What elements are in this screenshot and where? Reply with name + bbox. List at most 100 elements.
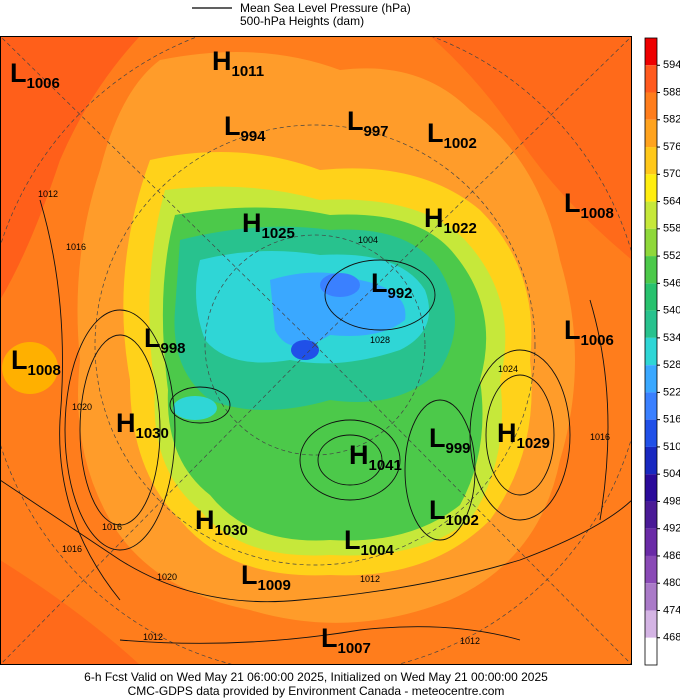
pressure-center: L1006 [10, 58, 60, 92]
colorbar-swatch [645, 310, 657, 338]
isobar-label: 1016 [102, 522, 122, 532]
isobar-label: 1016 [66, 242, 86, 252]
colorbar-label: 504 [663, 468, 680, 480]
latitude-circle [204, 234, 426, 456]
meridian [314, 344, 632, 665]
colorbar-label: 486 [663, 550, 680, 562]
isobar-label: 1016 [62, 544, 82, 554]
pressure-center: L1006 [564, 315, 614, 349]
colorbar-swatch [645, 419, 657, 447]
colorbar-swatch [645, 147, 657, 175]
isobar-label: 1012 [38, 189, 58, 199]
isobar-label: 1004 [358, 235, 378, 245]
isobar-label: 1012 [360, 574, 380, 584]
pressure-center: L1009 [241, 560, 291, 594]
patch-blue [270, 272, 406, 347]
colorbar-swatch [645, 174, 657, 202]
patch-blue [320, 273, 360, 297]
colorbar-label: 480 [663, 577, 680, 589]
isobar [0, 479, 632, 603]
pressure-center: H1011 [212, 46, 264, 80]
colorbar-label: 516 [663, 414, 680, 426]
colorbar: 594 588 582 576 570 564 558 552 546 540 534 528 522 5… [644, 37, 680, 666]
colorbar-label: 552 [663, 250, 680, 262]
pressure-center: L992 [371, 268, 413, 302]
colorbar-label: 528 [663, 359, 680, 371]
pressure-center: L1008 [11, 345, 61, 379]
patch-cyan [173, 396, 217, 420]
colorbar-label: 564 [663, 195, 680, 207]
colorbar-swatch [645, 528, 657, 556]
pressure-center: H1030 [195, 505, 248, 539]
isobar [324, 259, 436, 331]
patch-dark-blue [291, 340, 319, 360]
colorbar-swatch [645, 283, 657, 311]
colorbar-swatch [645, 92, 657, 120]
colorbar-swatch [645, 228, 657, 257]
colorbar-label: 534 [663, 332, 680, 344]
pressure-center: H1041 [349, 440, 402, 474]
isobar [39, 199, 121, 601]
pressure-center: L998 [144, 323, 186, 357]
colorbar-label: 540 [663, 305, 680, 317]
colorbar-swatch [645, 555, 657, 584]
warm-patch [2, 342, 58, 394]
pressure-center: L994 [224, 111, 266, 145]
colorbar-swatch [645, 119, 657, 148]
isobar [485, 374, 555, 496]
pressure-center: L1007 [321, 623, 371, 657]
colorbar-label: 492 [663, 523, 680, 535]
pressure-center: H1025 [242, 208, 295, 242]
colorbar-swatch [645, 637, 657, 665]
colorbar-swatch [645, 365, 657, 393]
warm-region [0, 560, 140, 665]
map-frame [0, 36, 632, 665]
pressure-center: L999 [429, 423, 471, 457]
colorbar-swatch [645, 38, 657, 66]
pressure-center: L1008 [564, 188, 614, 222]
isobar [64, 309, 176, 551]
isobar [169, 386, 231, 424]
colorbar-label: 570 [663, 168, 680, 180]
isobar-label: 1012 [143, 632, 163, 642]
colorbar-frame [644, 37, 658, 666]
pressure-center: H1029 [497, 418, 550, 452]
map: 1012 1016 1020 1016 1016 1020 1004 1028 … [0, 36, 632, 665]
footer-forecast: 6-h Fcst Valid on Wed May 21 06:00:00 20… [84, 670, 548, 684]
pressure-center: L1002 [427, 118, 477, 152]
colorbar-swatch [645, 446, 657, 475]
meridian [0, 344, 316, 665]
colorbar-swatch [645, 256, 657, 284]
colorbar-label: 588 [663, 86, 680, 98]
legend-heights: 500-hPa Heights (dam) [240, 14, 364, 28]
isobar [317, 434, 383, 486]
meridian [0, 36, 316, 346]
colorbar-label: 582 [663, 114, 680, 126]
pressure-center: H1022 [424, 203, 477, 237]
warm-region [0, 36, 140, 300]
colorbar-swatch [645, 201, 657, 229]
legend-mslp: Mean Sea Level Pressure (hPa) [240, 1, 411, 15]
colorbar-swatch [645, 337, 657, 366]
colorbar-swatch [645, 501, 657, 529]
colorbar-label: 522 [663, 386, 680, 398]
colorbar-swatch [645, 583, 657, 611]
colorbar-label: 558 [663, 223, 680, 235]
colorbar-label: 546 [663, 277, 680, 289]
colorbar-label: 468 [663, 632, 680, 644]
isobar-label: 1016 [590, 432, 610, 442]
isobar [119, 626, 521, 644]
isobar-label: 1020 [157, 572, 177, 582]
isobar-label: 1024 [498, 364, 518, 374]
isobar-label: 1012 [460, 636, 480, 646]
latitude-circle [94, 124, 536, 566]
pressure-center: L997 [347, 106, 389, 140]
colorbar-swatch [645, 65, 657, 93]
colorbar-label: 474 [663, 604, 680, 616]
pressure-center: L1002 [429, 495, 479, 529]
isobar [589, 299, 609, 521]
isobar [79, 334, 161, 526]
colorbar-label: 576 [663, 141, 680, 153]
colorbar-swatch [645, 610, 657, 638]
